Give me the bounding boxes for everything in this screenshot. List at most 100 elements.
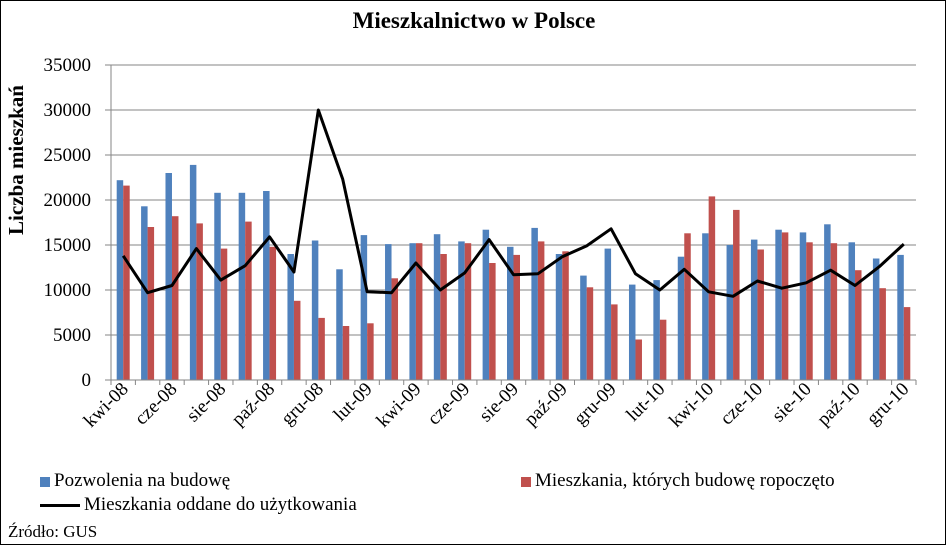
bar-permits: [141, 206, 148, 380]
bar-permits: [848, 242, 856, 380]
bar-permits: [824, 224, 831, 380]
bar-permits: [189, 164, 197, 380]
bar-permits: [238, 192, 246, 380]
bar-permits: [507, 246, 514, 380]
bar-permits: [165, 173, 172, 380]
bar-permits: [336, 269, 343, 380]
bar-permits: [409, 243, 416, 380]
bar-permits: [214, 192, 221, 380]
bar-started: [391, 278, 399, 380]
bar-permits: [482, 229, 490, 380]
bar-permits: [263, 191, 270, 380]
bar-started: [684, 233, 691, 380]
bar-started: [415, 243, 423, 380]
y-tick-label: 30000: [44, 100, 92, 121]
x-tick-label: cze-09: [424, 379, 475, 430]
bar-permits: [726, 245, 734, 380]
bar-started: [147, 227, 155, 380]
bar-started: [830, 243, 838, 380]
line-series: [121, 108, 905, 298]
source-note: Źródło: GUS: [8, 522, 98, 541]
bar-permits: [799, 232, 807, 380]
bar-started: [781, 232, 789, 380]
x-tick-label: paź-10: [813, 379, 864, 430]
line-completed: [121, 108, 905, 298]
legend-swatch-blue: [40, 476, 50, 487]
bar-permits: [458, 241, 465, 380]
x-tick-label: kwi-10: [665, 379, 718, 432]
bar-started: [879, 288, 886, 380]
legend-swatch-line: [40, 504, 80, 508]
legend-label-bar1: Pozwolenia na budowę: [54, 470, 231, 491]
bar-started: [293, 300, 301, 380]
x-tick-label: paź-09: [520, 379, 571, 430]
x-tick-label: lut-09: [330, 379, 377, 426]
legend-swatch-red: [521, 476, 531, 487]
axes: [110, 65, 917, 385]
x-tick-label: cze-08: [131, 379, 182, 430]
bar-permits: [677, 256, 685, 380]
y-tick-label: 25000: [44, 145, 92, 166]
bar-started: [196, 223, 203, 380]
y-tick-label: 5000: [53, 325, 91, 346]
x-tick-label: lut-10: [622, 379, 669, 426]
bar-permits: [775, 229, 782, 380]
bar-permits: [531, 227, 538, 380]
chart-title: Mieszkalnictwo w Polsce: [352, 8, 596, 33]
bar-started: [611, 304, 618, 380]
bar-started: [269, 246, 277, 380]
legend-item-bar1: Pozwolenia na budowę: [40, 470, 230, 492]
bar-permits: [628, 284, 636, 380]
bar-permits: [385, 244, 392, 380]
y-tick-label: 10000: [44, 280, 92, 301]
bar-started: [806, 242, 813, 380]
x-tick-label: sie-10: [768, 379, 816, 427]
x-tick-label: paź-08: [228, 379, 279, 430]
y-tick-label: 35000: [44, 55, 92, 76]
x-tick-label: gru-10: [863, 379, 914, 430]
bar-started: [659, 319, 667, 380]
bar-permits: [604, 248, 612, 380]
x-tick-label: sie-09: [475, 379, 523, 427]
bar-permits: [702, 233, 709, 380]
legend-item-bar2: Mieszkania, których budowę ropoczęto: [521, 470, 835, 492]
bar-started: [757, 249, 764, 380]
bar-started: [635, 339, 642, 380]
y-tick-labels: 0 5000 10000 15000 20000 25000 30000 35000: [44, 55, 92, 391]
bar-started: [903, 307, 911, 380]
legend-label-bar2: Mieszkania, których budowę ropoczęto: [535, 470, 835, 491]
bar-started: [123, 185, 130, 380]
bar-started: [171, 216, 179, 380]
y-tick-label: 15000: [44, 235, 92, 256]
y-tick-label: 0: [82, 370, 92, 391]
bar-started: [318, 317, 325, 380]
bar-permits: [897, 254, 904, 380]
bar-started: [708, 196, 716, 380]
bar-started: [586, 287, 594, 380]
bar-permits: [116, 180, 124, 380]
bar-started: [855, 270, 862, 380]
bar-permits: [433, 234, 441, 380]
bar-started: [464, 243, 472, 380]
bar-started: [440, 254, 447, 380]
x-tick-label: gru-09: [570, 379, 621, 430]
bar-started: [537, 241, 545, 380]
legend-item-line: Mieszkania oddane do użytkowania: [40, 494, 357, 516]
bar-permits: [580, 275, 587, 380]
bar-permits: [287, 254, 294, 380]
x-tick-label: sie-08: [183, 379, 231, 427]
bar-started: [220, 248, 228, 380]
bar-permits: [872, 258, 880, 380]
bar-started: [489, 263, 496, 380]
bar-permits: [360, 235, 368, 380]
bar-started: [367, 323, 374, 380]
bar-started: [562, 251, 569, 380]
bar-started: [245, 221, 252, 380]
legend-label-line: Mieszkania oddane do użytkowania: [84, 494, 357, 515]
x-tick-label: gru-08: [277, 379, 328, 430]
bar-permits: [311, 240, 319, 380]
y-tick-label: 20000: [44, 190, 92, 211]
x-tick-label: kwi-09: [373, 379, 426, 432]
